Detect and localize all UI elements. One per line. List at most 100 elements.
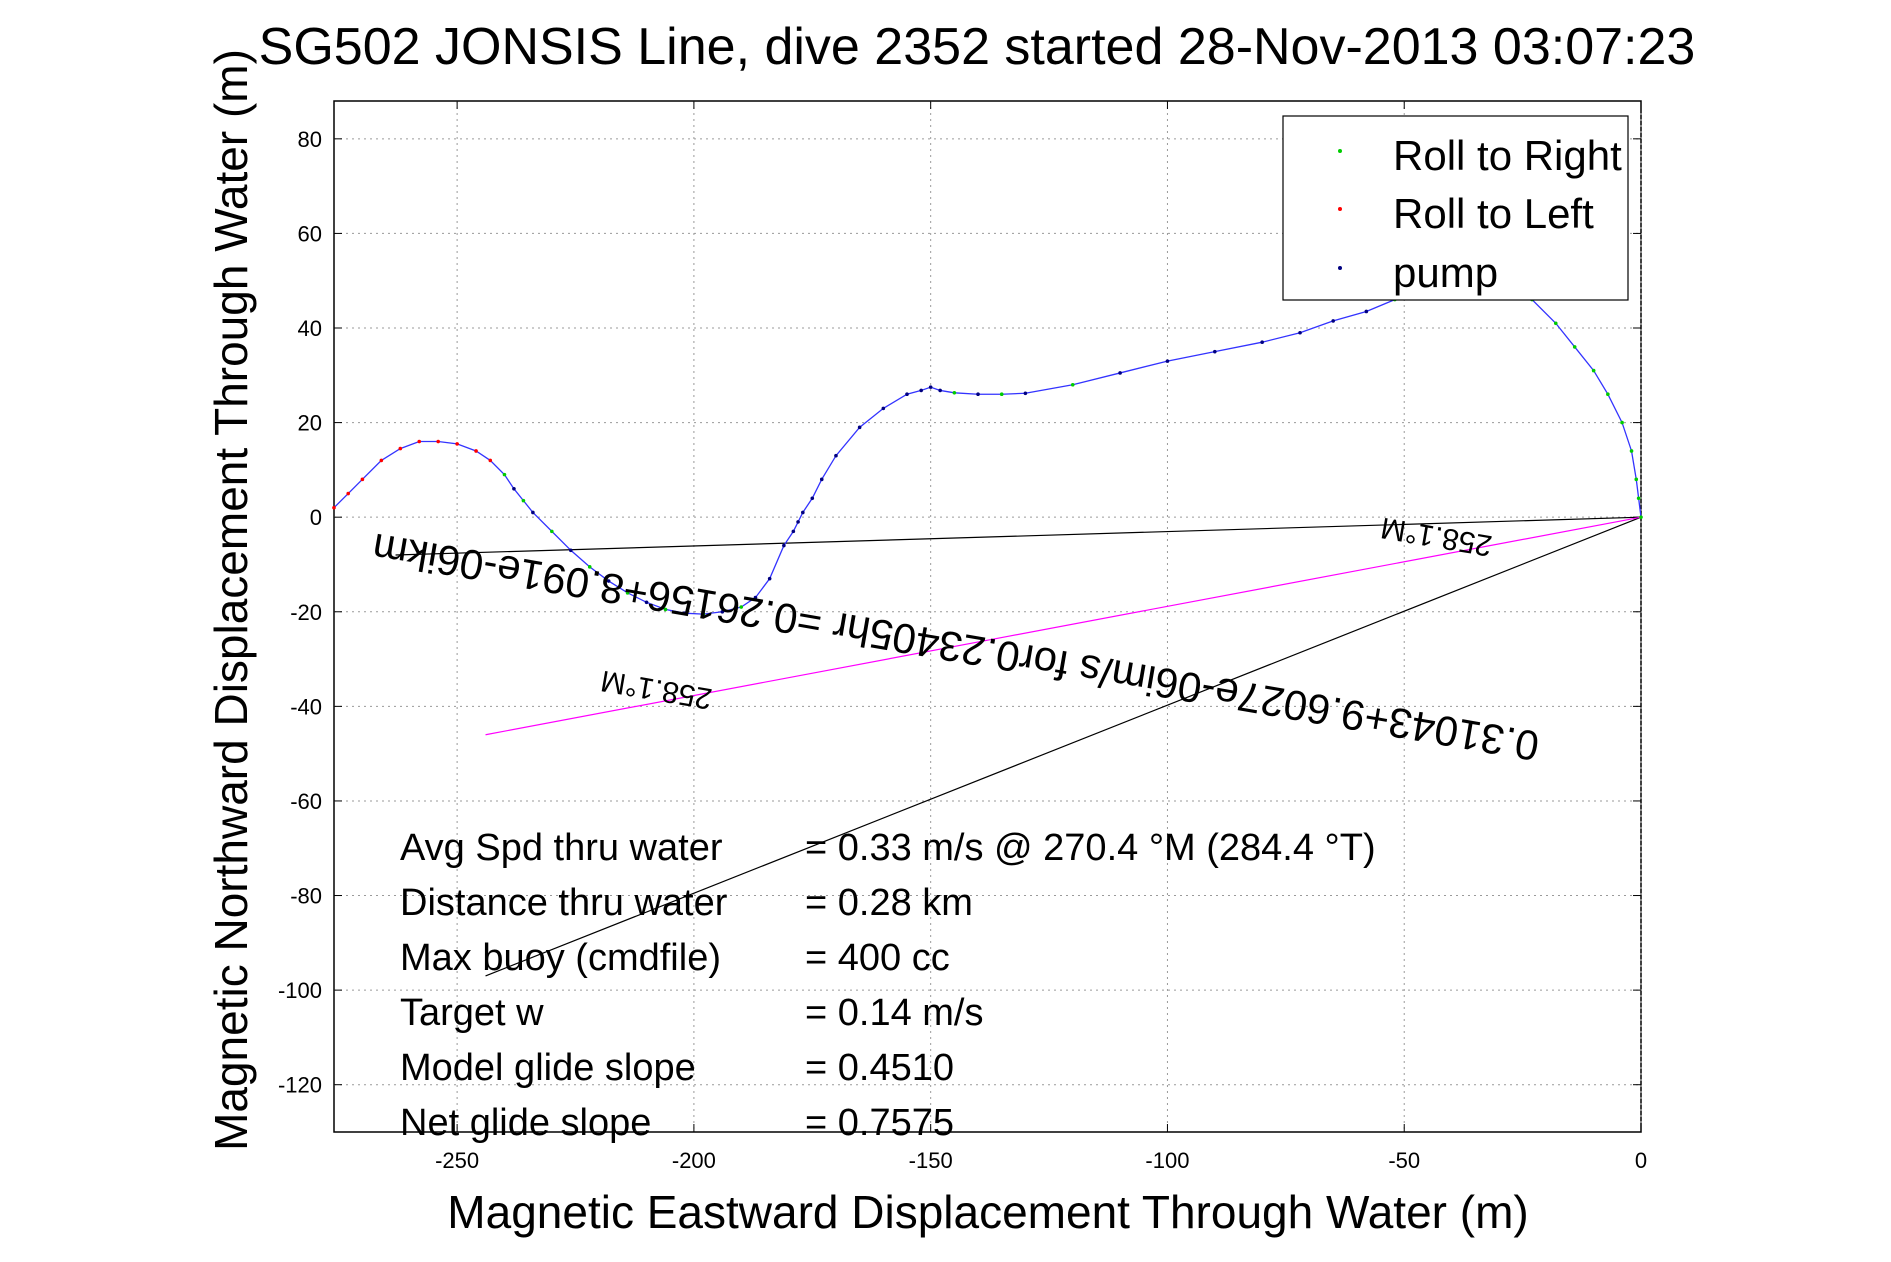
legend: Roll to Right Roll to Left pump [1282, 115, 1629, 301]
reference-line-0 [395, 516, 1642, 556]
data-point [919, 388, 924, 393]
legend-label-pump: pump [1393, 249, 1498, 296]
y-tick-label: -80 [290, 884, 322, 909]
x-tick-labels: -250 -200 -150 -100 -50 0 [435, 1148, 1647, 1173]
data-point [952, 391, 957, 395]
data-point [436, 439, 440, 444]
data-point [1636, 496, 1641, 501]
stat-label-distance: Distance thru water [400, 882, 728, 924]
x-tick-label: -200 [672, 1148, 716, 1173]
stat-value-target-w: = 0.14 m/s [805, 992, 983, 1034]
y-axis-label: Magnetic Northward Displacement Through … [205, 49, 257, 1151]
data-point [644, 600, 649, 605]
data-point [720, 609, 725, 614]
y-tick-label: -120 [278, 1073, 322, 1098]
data-point [568, 548, 573, 553]
data-point [905, 392, 909, 397]
data-point [332, 505, 336, 510]
data-point [474, 449, 478, 453]
stat-label-target-w: Target w [400, 992, 544, 1034]
data-point [1260, 340, 1264, 344]
data-point [753, 595, 758, 600]
legend-marker-pump [1338, 266, 1342, 270]
data-point [1606, 392, 1610, 397]
data-point [881, 406, 886, 411]
data-point [1620, 420, 1624, 425]
stat-label-net-glide: Net glide slope [400, 1102, 651, 1144]
legend-marker-roll-left [1338, 207, 1342, 211]
y-tick-label: 0 [310, 505, 322, 530]
data-point [682, 611, 687, 615]
data-point [782, 543, 786, 548]
data-point [417, 439, 422, 444]
data-point [360, 477, 365, 482]
stat-value-avg-spd: = 0.33 m/s @ 270.4 °M (284.4 °T) [805, 827, 1376, 869]
stat-value-distance: = 0.28 km [805, 882, 973, 924]
data-point [928, 385, 933, 389]
x-tick-label: -150 [909, 1148, 953, 1173]
stat-value-max-buoy: = 400 cc [805, 937, 950, 979]
x-tick-label: -50 [1388, 1148, 1420, 1173]
y-tick-label: -60 [290, 789, 322, 814]
data-point [663, 607, 668, 612]
data-point [819, 477, 824, 482]
data-point [1634, 477, 1639, 482]
reference-line-1 [485, 516, 1642, 977]
x-tick-label: -100 [1145, 1148, 1189, 1173]
data-point [1331, 319, 1335, 323]
data-point [701, 612, 706, 616]
data-point [938, 388, 942, 393]
y-tick-labels: 80 60 40 20 0 -20 -40 -60 -80 -100 -120 [278, 127, 322, 1098]
data-point [1572, 345, 1577, 349]
data-point [834, 453, 838, 458]
data-point [976, 392, 980, 397]
legend-marker-roll-right [1338, 149, 1342, 153]
data-point [767, 576, 772, 581]
reference-lines [395, 516, 1642, 977]
data-point [455, 442, 459, 446]
data-point [1070, 382, 1075, 387]
data-point [796, 520, 800, 524]
data-point [587, 565, 592, 569]
y-tick-label: -40 [290, 694, 322, 719]
data-point [1364, 309, 1369, 314]
data-point [606, 579, 611, 583]
stat-label-model-glide: Model glide slope [400, 1047, 696, 1089]
data-point [512, 487, 516, 491]
data-point [625, 591, 630, 595]
stat-label-avg-spd: Avg Spd thru water [400, 827, 723, 869]
reference-line-2 [485, 516, 1642, 736]
data-point [1213, 349, 1217, 354]
x-axis-label: Magnetic Eastward Displacement Through W… [447, 1186, 1528, 1238]
data-point [488, 458, 493, 463]
stat-value-model-glide: = 0.4510 [805, 1047, 954, 1089]
data-point [739, 605, 744, 609]
stats-block: Avg Spd thru water = 0.33 m/s @ 270.4 °M… [400, 827, 1376, 1144]
x-tick-label: 0 [1635, 1148, 1647, 1173]
data-point [1629, 449, 1634, 453]
x-tick-label: -250 [435, 1148, 479, 1173]
y-tick-label: 60 [298, 221, 322, 246]
data-point [1553, 321, 1558, 326]
y-tick-label: -100 [278, 978, 322, 1003]
data-point [521, 498, 526, 503]
data-point [1165, 359, 1170, 363]
data-point [1118, 371, 1122, 375]
data-point [1023, 391, 1028, 396]
legend-label-roll-left: Roll to Left [1393, 190, 1594, 237]
data-point [1591, 368, 1596, 373]
chart-title: SG502 JONSIS Line, dive 2352 started 28-… [259, 18, 1696, 76]
data-point [379, 458, 384, 463]
data-point [810, 496, 815, 501]
stat-value-net-glide: = 0.7575 [805, 1102, 954, 1144]
data-point [502, 472, 507, 477]
data-point [801, 510, 805, 515]
legend-label-roll-right: Roll to Right [1393, 132, 1622, 179]
data-point [531, 510, 535, 515]
y-tick-label: 20 [298, 411, 322, 436]
stat-label-max-buoy: Max buoy (cmdfile) [400, 937, 721, 979]
data-point [857, 425, 862, 430]
grid-layer [334, 101, 1642, 1132]
data-point [398, 446, 403, 451]
